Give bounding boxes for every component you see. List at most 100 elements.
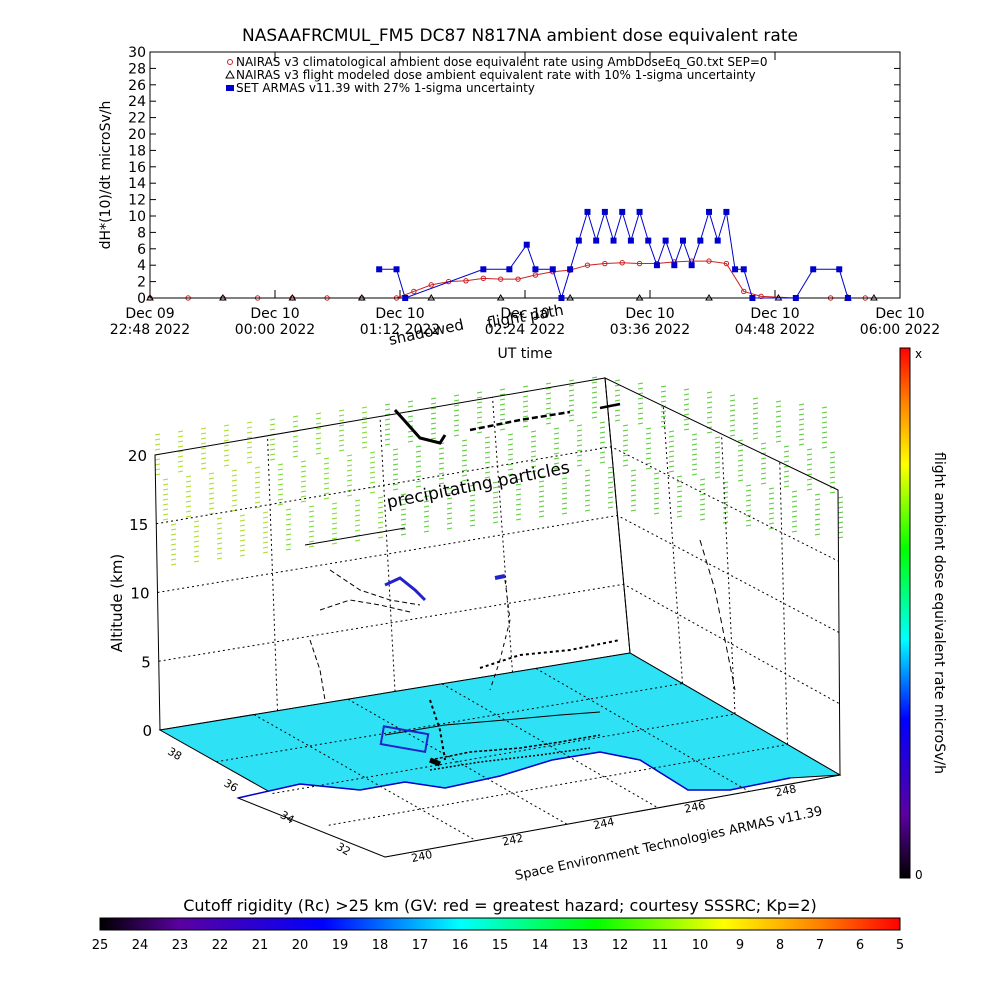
wall-grid-line xyxy=(662,405,683,684)
particle-mark xyxy=(607,506,614,509)
particle-mark xyxy=(239,554,246,557)
series-point-2 xyxy=(584,208,591,215)
particle-mark xyxy=(377,506,384,509)
particle-mark xyxy=(745,499,752,502)
particle-mark xyxy=(622,439,629,442)
particle-mark xyxy=(300,460,307,463)
particle-mark xyxy=(591,411,598,414)
particle-mark xyxy=(821,436,828,439)
particle-mark xyxy=(384,403,391,406)
particle-mark xyxy=(193,550,200,553)
particle-mark xyxy=(476,396,483,399)
particle-mark xyxy=(683,398,690,401)
particle-mark xyxy=(837,526,844,529)
particle-mark xyxy=(507,463,514,466)
particle-mark xyxy=(315,452,322,455)
particle-mark xyxy=(752,437,759,440)
particle-mark xyxy=(200,462,207,465)
flight-path-segment xyxy=(429,699,446,761)
particle-mark xyxy=(699,518,706,521)
particle-mark xyxy=(814,493,821,496)
floor-grid xyxy=(216,667,788,842)
particle-mark xyxy=(369,466,376,469)
particle-mark xyxy=(354,499,361,502)
particle-mark xyxy=(315,412,322,415)
particle-mark xyxy=(262,541,269,544)
elevated-flight-path xyxy=(304,402,736,767)
particle-mark xyxy=(691,463,698,466)
particle-mark xyxy=(614,414,621,417)
particle-mark xyxy=(323,497,330,500)
particle-mark xyxy=(308,510,315,513)
particle-mark xyxy=(461,459,468,462)
longitude-tick-label: 240 xyxy=(410,848,433,865)
particle-mark xyxy=(300,470,307,473)
rigidity-tick-label: 20 xyxy=(292,938,309,953)
particle-mark xyxy=(369,471,376,474)
particle-mark xyxy=(699,493,706,496)
particle-mark xyxy=(752,432,759,435)
particle-mark xyxy=(607,491,614,494)
particle-mark xyxy=(706,396,713,399)
rigidity-tick-label: 12 xyxy=(612,938,629,953)
particle-mark xyxy=(576,464,583,467)
particle-mark xyxy=(545,382,552,385)
series-point-1 xyxy=(357,294,366,301)
particle-mark xyxy=(492,511,499,514)
particle-mark xyxy=(170,538,177,541)
flight-path-segment xyxy=(599,402,621,410)
x-tick-label-time: 02:24 2022 xyxy=(485,322,565,338)
particle-mark xyxy=(338,419,345,422)
particle-mark xyxy=(645,432,652,435)
particle-mark xyxy=(599,456,606,459)
rigidity-tick-label: 18 xyxy=(372,938,389,953)
particle-mark xyxy=(453,424,460,427)
series-point-0 xyxy=(515,276,521,282)
particle-mark xyxy=(553,452,560,455)
particle-mark xyxy=(461,439,468,442)
particle-mark xyxy=(668,440,675,443)
particle-mark xyxy=(568,379,575,382)
particle-mark xyxy=(806,483,813,486)
particle-mark xyxy=(714,436,721,439)
particle-mark xyxy=(400,498,407,501)
particle-mark xyxy=(660,385,667,388)
particle-mark xyxy=(354,519,361,522)
particle-mark xyxy=(683,393,690,396)
particle-mark xyxy=(292,435,299,438)
dose-colorbar-top-label: x xyxy=(915,347,922,361)
particle-mark xyxy=(208,477,215,480)
particle-mark xyxy=(545,407,552,410)
particle-mark xyxy=(653,492,660,495)
particle-mark xyxy=(668,450,675,453)
x-tick-label-date: Dec 09 xyxy=(125,306,174,322)
particle-mark xyxy=(645,447,652,450)
particle-mark xyxy=(285,528,292,531)
particle-mark xyxy=(200,437,207,440)
series-point-2 xyxy=(706,208,713,215)
series-point-1 xyxy=(219,294,227,301)
particle-mark xyxy=(423,530,430,533)
particle-mark xyxy=(461,454,468,457)
series-point-0 xyxy=(463,278,469,284)
legend-marker xyxy=(226,85,234,91)
particle-mark xyxy=(254,466,261,469)
particle-mark xyxy=(553,462,560,465)
particle-mark xyxy=(354,524,361,527)
floor-grid-line xyxy=(347,698,568,825)
particle-mark xyxy=(384,418,391,421)
particle-mark xyxy=(392,478,399,481)
particle-mark xyxy=(170,523,177,526)
particle-mark xyxy=(722,501,729,504)
particle-mark xyxy=(714,466,721,469)
particle-mark xyxy=(768,502,775,505)
particle-mark xyxy=(415,470,422,473)
particle-mark xyxy=(231,504,238,507)
altitude-tick-label: 20 xyxy=(128,447,147,465)
particle-mark xyxy=(438,477,445,480)
particle-mark xyxy=(760,442,767,445)
series-point-0 xyxy=(758,293,764,300)
particle-mark xyxy=(200,442,207,445)
particle-mark xyxy=(239,534,246,537)
